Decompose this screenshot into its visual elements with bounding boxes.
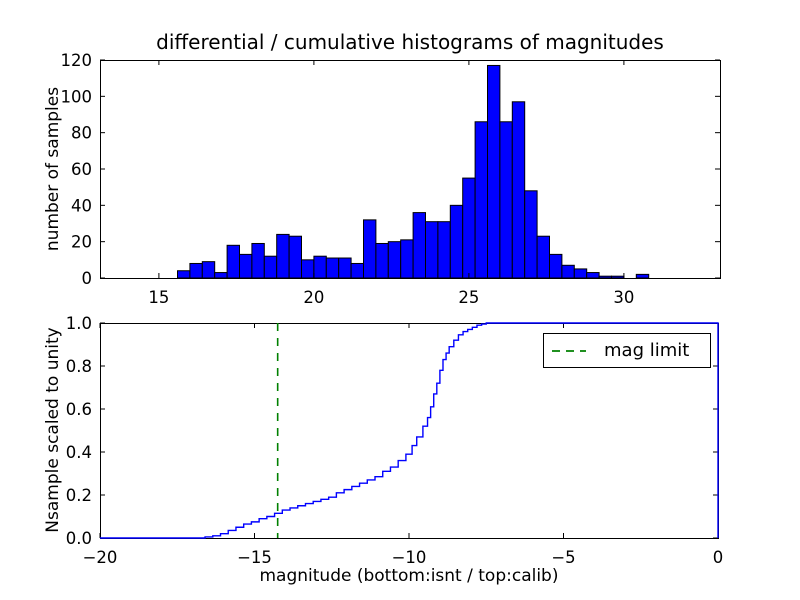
svg-text:25: 25 — [458, 288, 479, 307]
svg-text:80: 80 — [71, 124, 92, 143]
bottom-x-axis-label: magnitude (bottom:isnt / top:calib) — [259, 566, 559, 586]
svg-text:20: 20 — [71, 233, 92, 252]
svg-text:120: 120 — [61, 51, 93, 70]
top-y-axis-label: number of samples — [43, 86, 63, 252]
svg-text:30: 30 — [613, 288, 634, 307]
svg-text:0.4: 0.4 — [66, 443, 92, 462]
svg-text:1.0: 1.0 — [66, 314, 92, 333]
legend-label: mag limit — [604, 340, 690, 361]
svg-text:−15: −15 — [237, 548, 272, 567]
legend-dash-icon — [552, 349, 586, 352]
svg-text:−10: −10 — [392, 548, 427, 567]
svg-text:0.6: 0.6 — [66, 400, 92, 419]
svg-text:−5: −5 — [551, 548, 575, 567]
legend-box: mag limit — [543, 333, 711, 368]
svg-text:0.0: 0.0 — [66, 529, 92, 548]
svg-text:100: 100 — [61, 87, 93, 106]
svg-text:40: 40 — [71, 196, 92, 215]
bottom-y-axis-label: Nsample scaled to unity — [43, 327, 63, 533]
svg-text:−20: −20 — [83, 548, 118, 567]
svg-text:20: 20 — [303, 288, 324, 307]
top-plot-axes: 15 20 25 30 0 20 40 60 80 100 120 — [61, 51, 721, 307]
svg-text:0.2: 0.2 — [66, 486, 92, 505]
svg-text:0: 0 — [713, 548, 724, 567]
svg-text:60: 60 — [71, 160, 92, 179]
svg-text:15: 15 — [148, 288, 169, 307]
cumulative-curve — [100, 322, 719, 539]
svg-text:0: 0 — [82, 269, 93, 288]
chart-title: differential / cumulative histograms of … — [156, 30, 664, 54]
svg-text:0.8: 0.8 — [66, 357, 92, 376]
top-histogram — [177, 64, 650, 279]
